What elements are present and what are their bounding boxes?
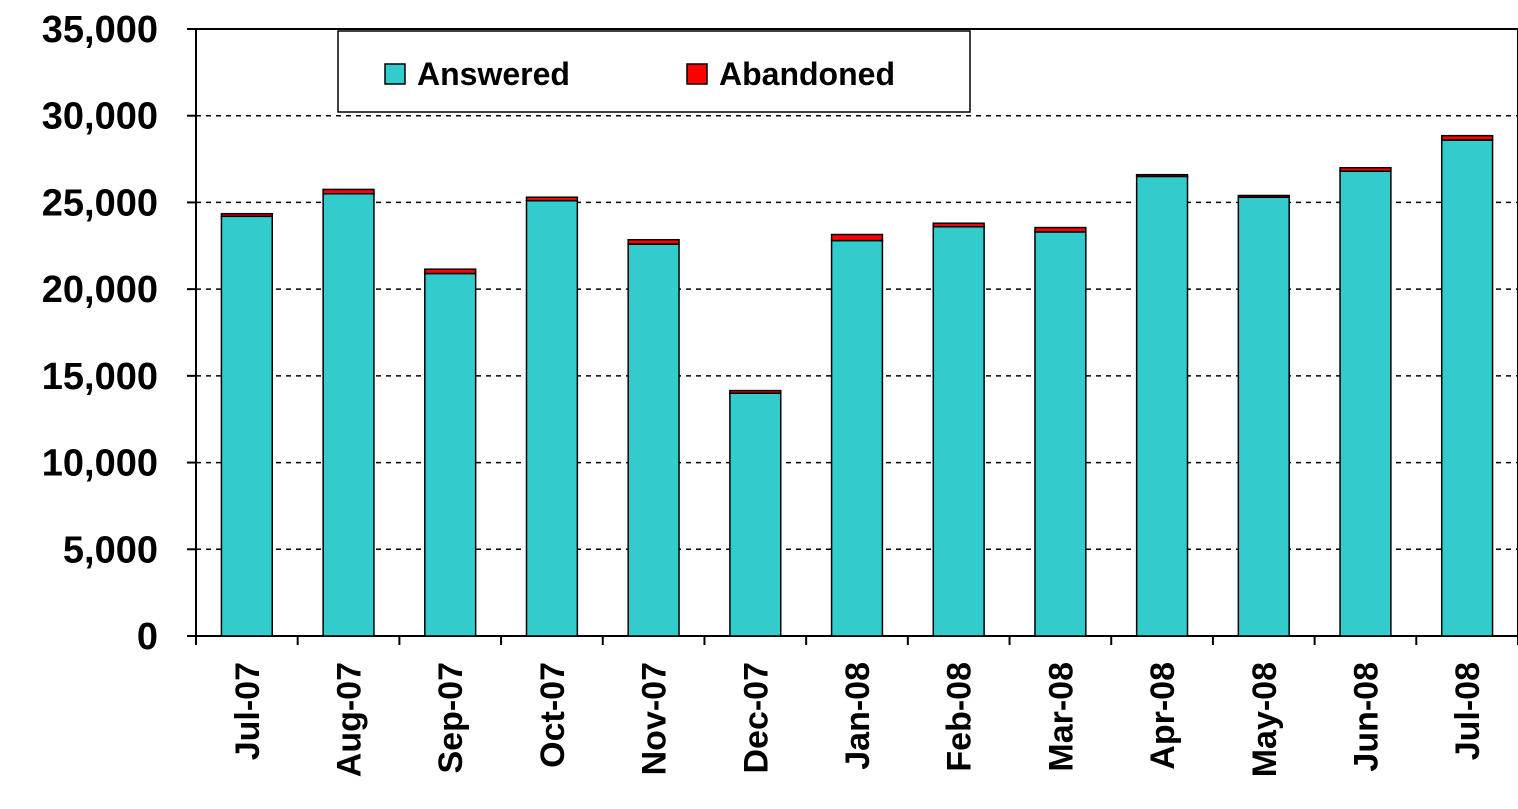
abandoned-bar — [424, 268, 477, 275]
bar-stack — [1339, 166, 1392, 637]
abandoned-legend-label: Abandoned — [719, 56, 895, 92]
bar-stack — [322, 188, 375, 637]
bar-stack — [830, 233, 884, 637]
x-tick-label: Feb-08 — [941, 662, 979, 772]
answered-bar — [424, 272, 477, 637]
y-tick-label: 10,000 — [42, 443, 158, 485]
y-tick-label: 0 — [137, 616, 158, 658]
legend: Answered Abandoned — [337, 30, 971, 113]
answered-bar — [1237, 196, 1290, 637]
bar-stack — [729, 389, 782, 637]
abandoned-bar — [1237, 194, 1290, 198]
y-tick-label: 20,000 — [42, 269, 158, 311]
bar-stack — [627, 238, 680, 637]
abandoned-bar — [1440, 134, 1494, 141]
y-tick-label: 35,000 — [42, 9, 158, 51]
abandoned-bar — [322, 188, 375, 195]
x-axis: Jul-07 Aug-07 Sep-07 Oct-07 Nov-07 Dec-07 Jan-… — [195, 635, 1518, 777]
abandoned-bar — [1034, 226, 1087, 233]
x-tick-label: Aug-07 — [331, 662, 369, 777]
abandoned-bar — [1135, 173, 1189, 178]
bar-stack — [424, 268, 477, 637]
answered-bar — [220, 215, 274, 637]
bar-stack — [1237, 194, 1290, 637]
x-tick-label: Jul-07 — [229, 662, 267, 760]
bar-stack — [1034, 226, 1087, 637]
y-tick-label: 30,000 — [42, 96, 158, 138]
x-tick-label: Apr-08 — [1144, 662, 1182, 770]
x-tick-label: Mar-08 — [1042, 662, 1080, 772]
x-tick-label: Dec-07 — [737, 662, 775, 774]
bar-stack — [1135, 173, 1189, 637]
x-tick-label: Jul-08 — [1449, 662, 1487, 760]
bar-stack — [932, 222, 985, 637]
answered-legend-label: Answered — [417, 56, 570, 92]
y-tick-label: 25,000 — [42, 182, 158, 224]
bar-stack — [525, 196, 579, 637]
abandoned-legend-swatch — [686, 63, 708, 85]
abandoned-bar — [729, 389, 782, 394]
x-tick-label: May-08 — [1246, 662, 1284, 777]
answered-bar — [1135, 175, 1189, 637]
answered-bar — [627, 243, 680, 637]
answered-bar — [729, 392, 782, 637]
answered-bar — [1339, 170, 1392, 637]
legend-box — [337, 30, 971, 113]
y-axis: 0 5,000 10,000 15,000 20,000 25,000 30,000 35,0… — [42, 9, 196, 658]
answered-bar — [830, 239, 884, 637]
x-tick-label: Nov-07 — [636, 662, 674, 775]
answered-bar — [1034, 231, 1087, 637]
answered-bar — [1440, 139, 1494, 637]
x-tick-label: Oct-07 — [534, 662, 572, 768]
abandoned-bar — [1339, 166, 1392, 172]
x-tick-label: Jan-08 — [839, 662, 877, 770]
abandoned-bar — [830, 233, 884, 242]
bars — [220, 134, 1494, 637]
answered-legend-swatch — [384, 63, 406, 85]
x-tick-label: Jun-08 — [1347, 662, 1385, 772]
abandoned-bar — [220, 212, 274, 218]
bar-stack — [220, 212, 274, 637]
bar-stack — [1440, 134, 1494, 637]
answered-bar — [525, 199, 579, 637]
abandoned-bar — [932, 222, 985, 228]
answered-bar — [932, 225, 985, 637]
y-tick-label: 15,000 — [42, 356, 158, 398]
abandoned-bar — [525, 196, 579, 202]
abandoned-bar — [627, 238, 680, 245]
x-tick-label: Sep-07 — [432, 662, 470, 774]
answered-bar — [322, 193, 375, 637]
y-tick-label: 5,000 — [63, 529, 158, 571]
